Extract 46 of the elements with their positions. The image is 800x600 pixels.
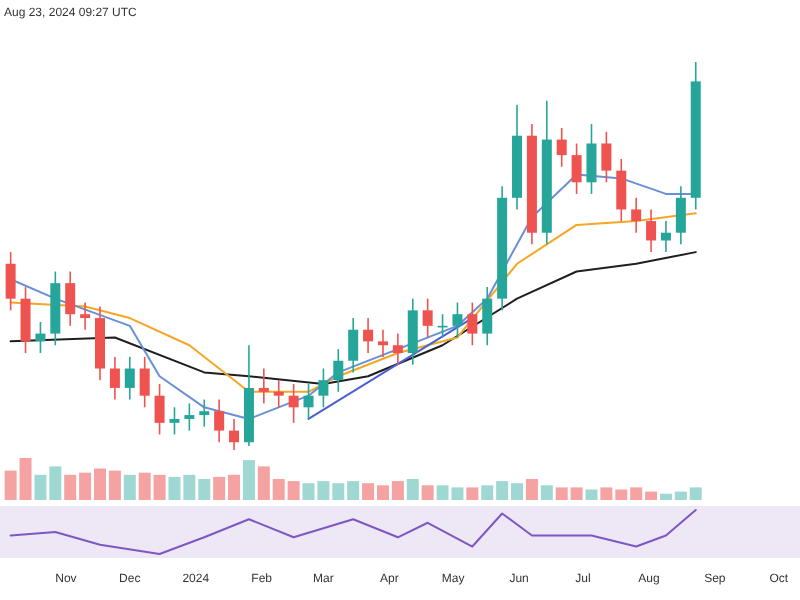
candlestick	[35, 321, 46, 354]
bar	[466, 487, 479, 500]
candlestick	[377, 328, 388, 358]
candlestick	[65, 270, 76, 327]
candlestick	[392, 332, 403, 366]
candlestick	[184, 402, 195, 432]
candlestick	[273, 379, 284, 409]
candlestick	[586, 123, 597, 195]
candlestick	[199, 398, 210, 428]
candlestick	[229, 418, 240, 451]
candlestick	[467, 301, 478, 347]
candlestick	[363, 317, 374, 354]
candlestick	[571, 142, 582, 195]
bar	[525, 479, 538, 500]
candlestick	[422, 297, 433, 339]
candlestick	[124, 356, 135, 401]
candlestick	[109, 356, 120, 401]
candlestick	[616, 158, 627, 222]
candlestick	[675, 185, 686, 246]
bar	[421, 485, 434, 500]
bar	[585, 489, 598, 500]
candlestick	[80, 301, 91, 331]
candlestick	[169, 406, 180, 436]
candlestick	[333, 348, 344, 393]
bar	[406, 479, 419, 500]
candlestick	[452, 301, 463, 339]
candlestick	[348, 317, 359, 374]
bar	[123, 474, 136, 500]
candlestick	[646, 208, 657, 253]
candlestick	[154, 383, 165, 436]
candlestick	[556, 127, 567, 168]
candlestick	[258, 367, 269, 405]
candlestick	[407, 297, 418, 366]
candlestick	[482, 286, 493, 347]
candlestick	[139, 356, 150, 409]
candlestick	[303, 383, 314, 420]
candlestick	[318, 367, 329, 409]
candlestick	[214, 398, 225, 444]
candlestick	[601, 131, 612, 184]
candlestick	[660, 220, 671, 253]
bar	[540, 485, 553, 500]
candlestick	[288, 383, 299, 424]
candlestick	[20, 286, 31, 354]
candlestick	[5, 251, 16, 312]
candlestick	[631, 197, 642, 234]
bar	[242, 460, 255, 500]
